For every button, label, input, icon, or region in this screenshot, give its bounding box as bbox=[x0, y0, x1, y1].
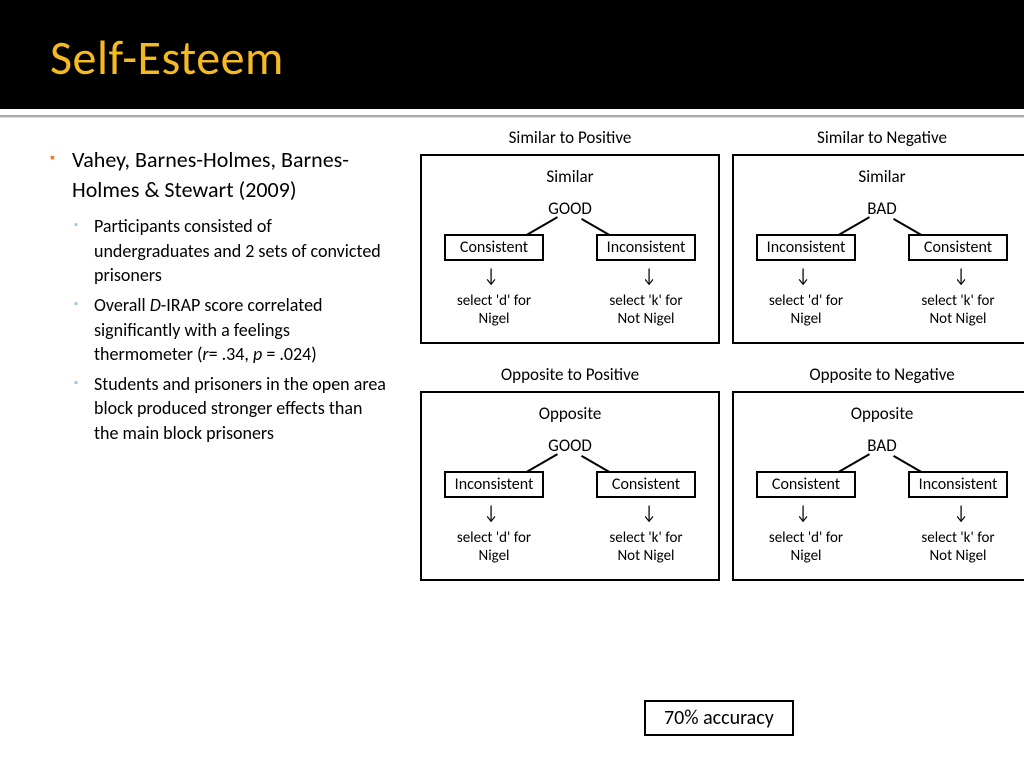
panel-box: Opposite BAD Consistent Inconsistent ↓ ↓… bbox=[732, 391, 1024, 581]
arrow-down-icon: ↓ bbox=[796, 264, 810, 288]
result-left: select 'd' forNigel bbox=[756, 292, 856, 328]
panel-outer-title: Opposite to Positive bbox=[420, 364, 720, 385]
arrow-down-icon: ↓ bbox=[642, 501, 656, 525]
panel-root-word: BAD bbox=[734, 435, 1024, 456]
result-left: select 'd' forNigel bbox=[756, 529, 856, 565]
panel-root-word: BAD bbox=[734, 198, 1024, 219]
bullet-level-2: Overall D-IRAP score correlated signific… bbox=[94, 293, 400, 366]
arrow-down-icon: ↓ bbox=[796, 501, 810, 525]
panel-wrap: Similar to Negative Similar BAD Inconsis… bbox=[732, 127, 1024, 344]
panel-wrap: Similar to Positive Similar GOOD Consist… bbox=[420, 127, 720, 344]
panel-root-word: GOOD bbox=[422, 198, 718, 219]
panel-root-word: GOOD bbox=[422, 435, 718, 456]
arrow-down-icon: ↓ bbox=[642, 264, 656, 288]
panel-grid: Similar to Positive Similar GOOD Consist… bbox=[420, 127, 1020, 581]
arrow-down-icon: ↓ bbox=[484, 264, 498, 288]
panel-box: Opposite GOOD Inconsistent Consistent ↓ … bbox=[420, 391, 720, 581]
panel-inner-title: Similar bbox=[734, 166, 1024, 187]
result-right: select 'k' forNot Nigel bbox=[596, 292, 696, 328]
branch-box-right: Inconsistent bbox=[908, 471, 1008, 498]
branch-box-left: Consistent bbox=[444, 234, 544, 261]
result-right: select 'k' forNot Nigel bbox=[908, 529, 1008, 565]
slide-title: Self-Esteem bbox=[50, 28, 1024, 87]
panel-outer-title: Opposite to Negative bbox=[732, 364, 1024, 385]
panel-inner-title: Opposite bbox=[734, 403, 1024, 424]
panel-box: Similar BAD Inconsistent Consistent ↓ ↓ … bbox=[732, 154, 1024, 344]
result-right: select 'k' forNot Nigel bbox=[596, 529, 696, 565]
arrow-down-icon: ↓ bbox=[954, 501, 968, 525]
bullet-level-2: Participants consisted of undergraduates… bbox=[94, 214, 400, 287]
arrow-down-icon: ↓ bbox=[954, 264, 968, 288]
panel-outer-title: Similar to Negative bbox=[732, 127, 1024, 148]
slide-header: Self-Esteem bbox=[0, 0, 1024, 109]
bullet-level-2: Students and prisoners in the open area … bbox=[94, 372, 400, 445]
panel-outer-title: Similar to Positive bbox=[420, 127, 720, 148]
bullet-level-1: Vahey, Barnes-Holmes, Barnes-Holmes & St… bbox=[72, 145, 400, 204]
branch-box-left: Inconsistent bbox=[756, 234, 856, 261]
panel-wrap: Opposite to Negative Opposite BAD Consis… bbox=[732, 364, 1024, 581]
panel-box: Similar GOOD Consistent Inconsistent ↓ ↓… bbox=[420, 154, 720, 344]
panel-inner-title: Similar bbox=[422, 166, 718, 187]
result-right: select 'k' forNot Nigel bbox=[908, 292, 1008, 328]
diagram-column: Similar to Positive Similar GOOD Consist… bbox=[420, 127, 1020, 581]
panel-wrap: Opposite to Positive Opposite GOOD Incon… bbox=[420, 364, 720, 581]
branch-box-right: Inconsistent bbox=[596, 234, 696, 261]
accuracy-badge: 70% accuracy bbox=[644, 700, 794, 736]
panel-inner-title: Opposite bbox=[422, 403, 718, 424]
branch-box-left: Consistent bbox=[756, 471, 856, 498]
branch-box-right: Consistent bbox=[908, 234, 1008, 261]
slide-body: Vahey, Barnes-Holmes, Barnes-Holmes & St… bbox=[0, 117, 1024, 451]
arrow-down-icon: ↓ bbox=[484, 501, 498, 525]
result-left: select 'd' forNigel bbox=[444, 292, 544, 328]
branch-box-right: Consistent bbox=[596, 471, 696, 498]
branch-box-left: Inconsistent bbox=[444, 471, 544, 498]
result-left: select 'd' forNigel bbox=[444, 529, 544, 565]
text-column: Vahey, Barnes-Holmes, Barnes-Holmes & St… bbox=[0, 145, 400, 451]
